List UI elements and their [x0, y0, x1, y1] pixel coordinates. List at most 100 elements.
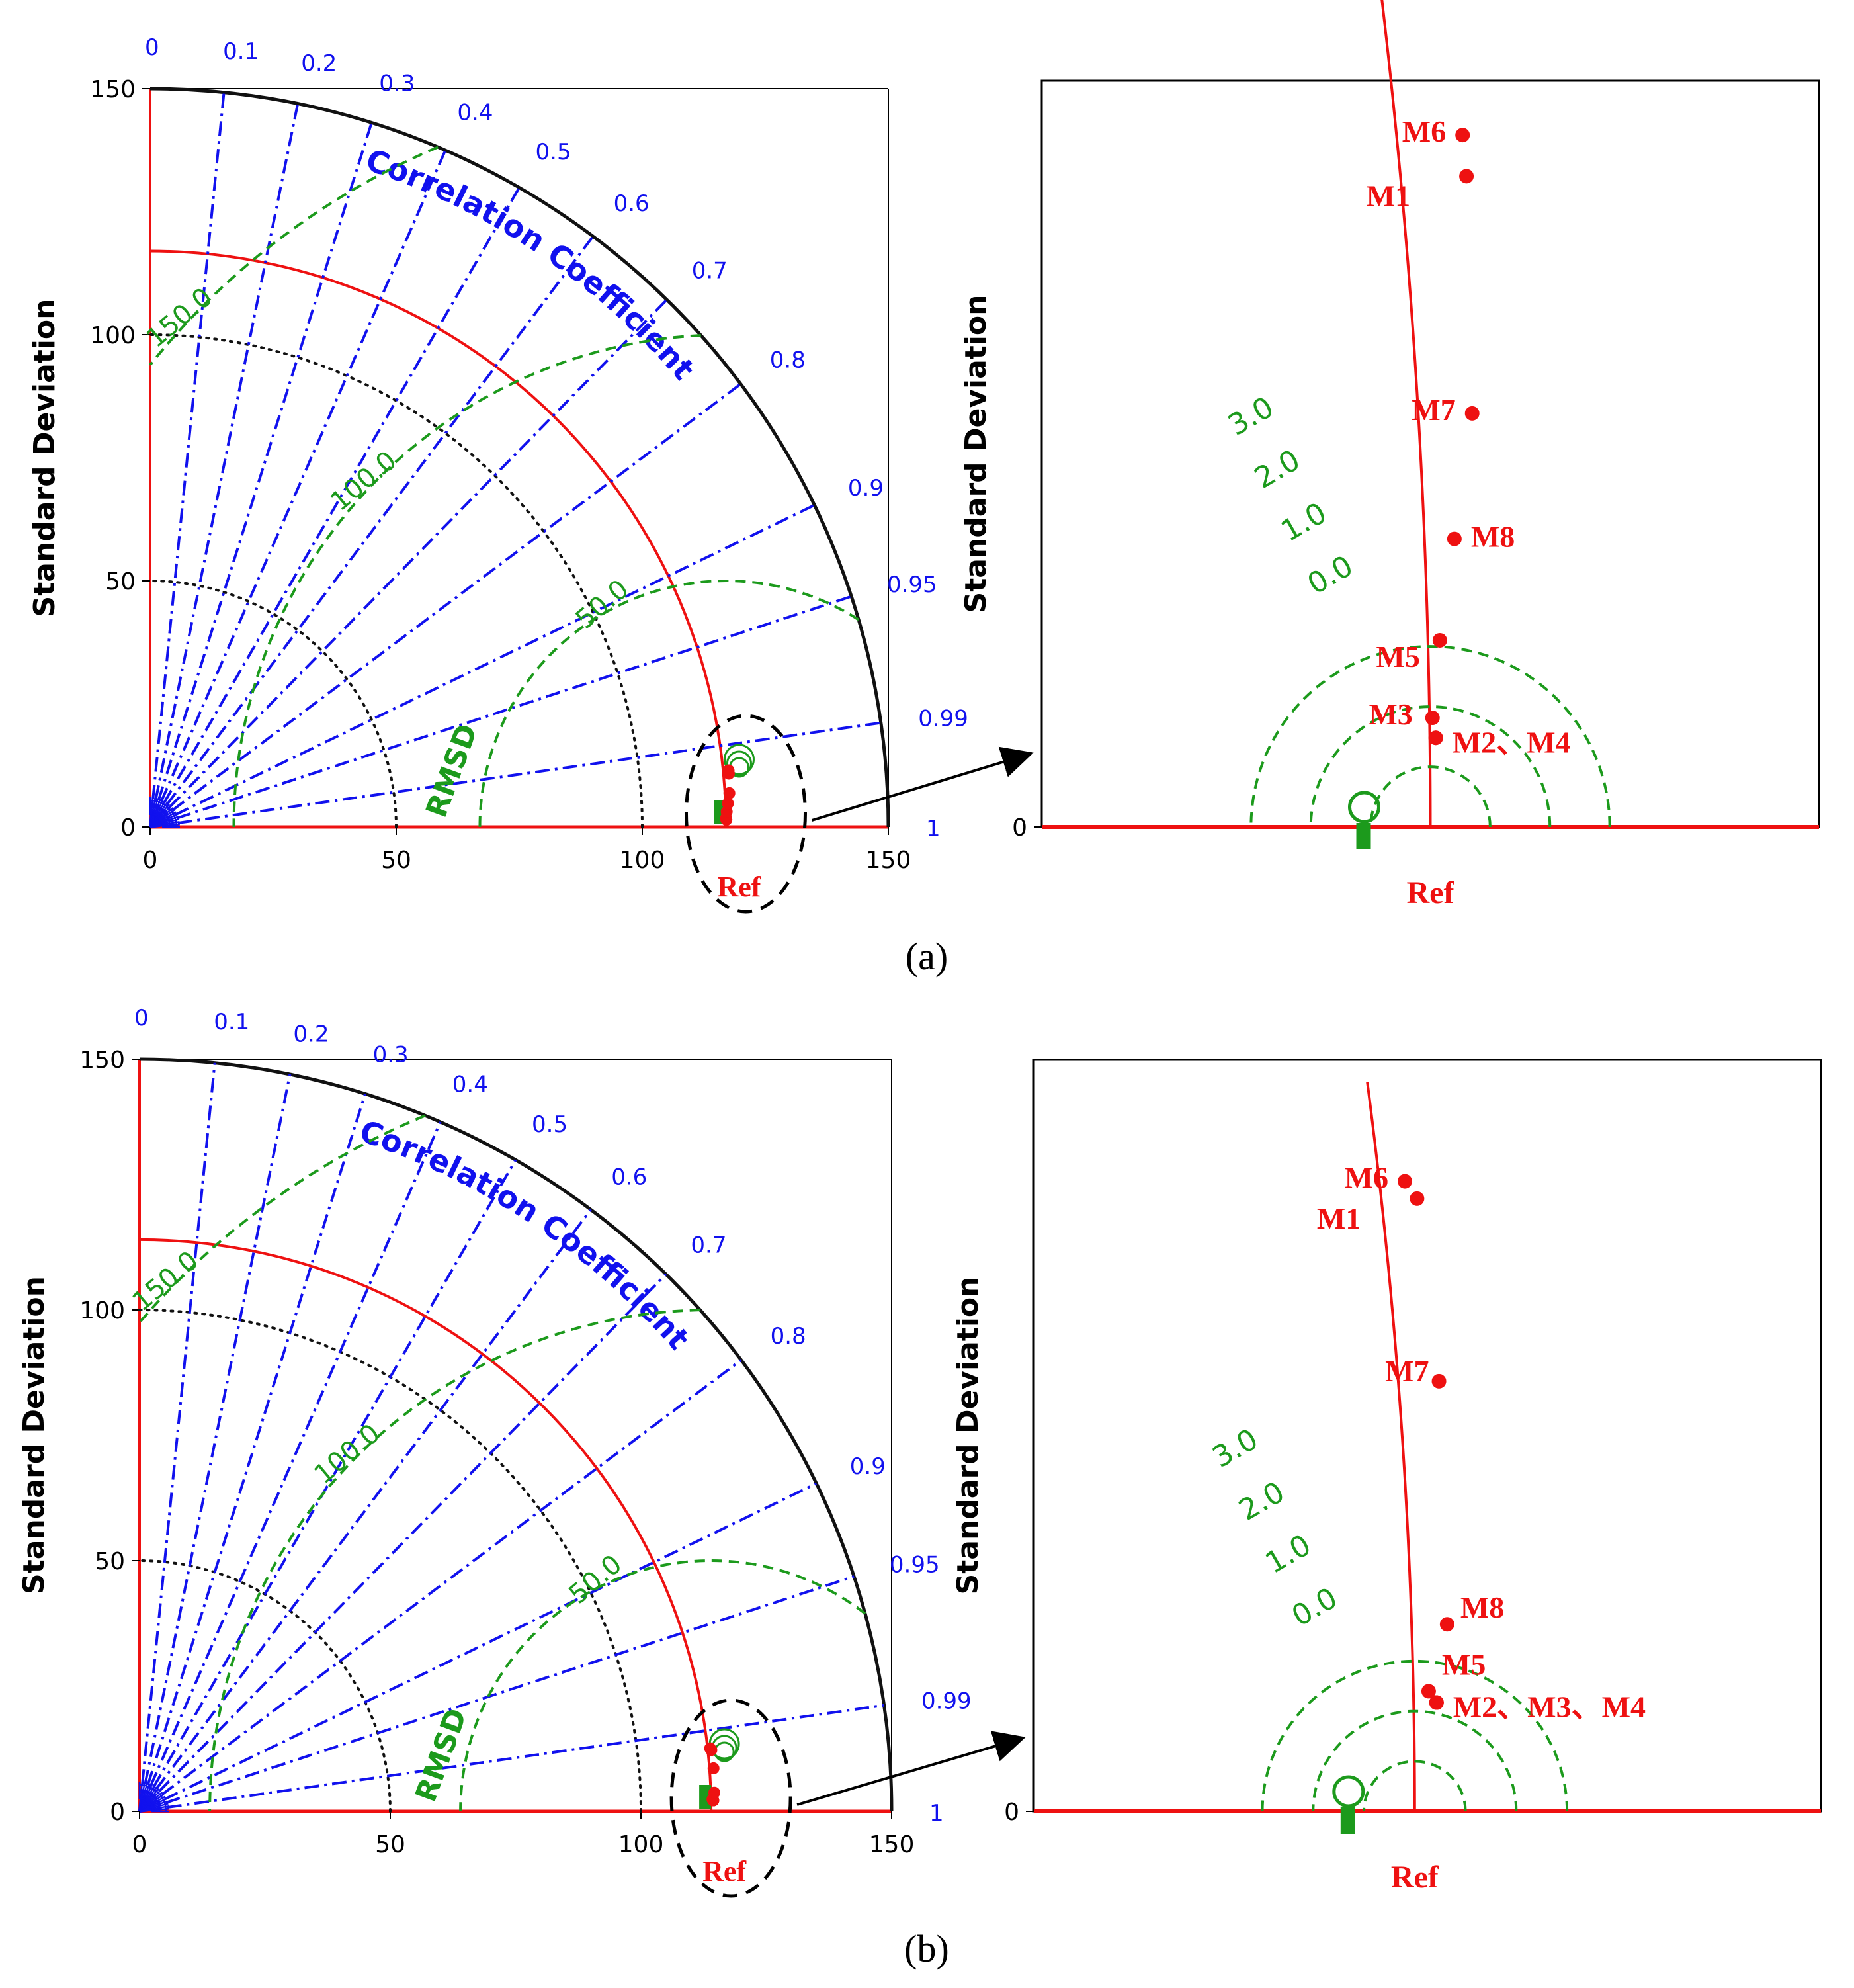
correlation-ray — [139, 1575, 855, 1813]
zoom-panel: Standard Deviation 0 Ref 3.02.01.00.0 M6 M1 M7… — [959, 0, 1820, 910]
zoom-rmsd-contour — [1309, 705, 1552, 828]
correlation-tick-label: 0.1 — [214, 1009, 249, 1035]
rmsd-contour — [208, 1309, 700, 1812]
zoom-model-point-m8 — [1439, 1617, 1454, 1632]
zoom-panel: Standard Deviation 0 Ref 3.02.01.00.0 M6 M1 M7… — [951, 1059, 1822, 1895]
correlation-tick-label: 0.2 — [301, 50, 337, 77]
model-point-m6 — [722, 764, 735, 777]
panel-caption: (b) — [904, 1927, 949, 1970]
origin-arc — [149, 812, 165, 828]
correlation-ray — [138, 1159, 517, 1812]
zoom-point-label: M6 — [1402, 114, 1446, 148]
zoom-model-point-m5 — [1432, 632, 1447, 648]
correlation-tick-label: 0.8 — [771, 1323, 806, 1350]
correlation-ray — [149, 721, 882, 828]
x-tick-label: 50 — [375, 1831, 405, 1858]
zoom-rmsd-mini-label — [1340, 1807, 1355, 1834]
zoom-model-point-m6 — [1455, 128, 1470, 143]
correlation-ray — [149, 187, 521, 828]
model-point-m8 — [708, 1786, 720, 1799]
x-tick-label: 150 — [869, 1831, 915, 1858]
reference-std-arc — [149, 249, 728, 828]
correlation-ray — [139, 1482, 818, 1813]
correlation-tick-label: 0 — [134, 1005, 149, 1031]
zoom-y-axis-label: Standard Deviation — [951, 1277, 985, 1595]
correlation-ray — [138, 1209, 592, 1813]
zoom-rmsd-label: 2.0 — [1249, 443, 1306, 496]
correlation-ray — [149, 298, 668, 828]
zoom-rmsd-contour — [1261, 1659, 1569, 1812]
zoom-point-label: M7 — [1412, 393, 1455, 427]
zoom-rmsd-contour — [1312, 1710, 1518, 1812]
model-point-m6 — [704, 1742, 716, 1754]
zoom-ref-label: Ref — [1407, 875, 1455, 910]
zoom-point-label: M1 — [1317, 1201, 1361, 1235]
zoom-point-label: M8 — [1471, 520, 1515, 554]
correlation-tick-label: 0.7 — [692, 258, 728, 284]
zoom-rmsd-label: 3.0 — [1222, 390, 1279, 443]
zoom-arrow — [811, 746, 1034, 822]
correlation-tick-label: 0.9 — [850, 1453, 886, 1480]
correlation-tick-label: 0.5 — [536, 139, 571, 165]
std-dev-arc — [149, 333, 644, 828]
rmsd-contour-label: 50.0 — [570, 574, 635, 634]
correlation-ray — [138, 1359, 742, 1813]
correlation-ray — [138, 1062, 216, 1812]
zoom-point-label: M5 — [1442, 1647, 1486, 1681]
zoom-rmsd-mini-contour — [1332, 1775, 1365, 1808]
ref-label: Ref — [717, 871, 761, 903]
y-axis-label: Standard Deviation — [28, 299, 62, 617]
zoom-rmsd-label: 0.0 — [1286, 1581, 1343, 1633]
zoom-model-point-m4 — [1428, 730, 1443, 746]
zoom-model-point-m5 — [1421, 1684, 1436, 1699]
x-tick-label: 100 — [618, 1831, 664, 1858]
correlation-ray — [149, 382, 742, 828]
zoom-rmsd-label: 1.0 — [1275, 496, 1332, 548]
zoom-reference-std-arc — [1366, 1082, 1416, 1812]
origin-arc — [149, 799, 178, 828]
correlation-tick-label: 0.9 — [848, 475, 884, 501]
x-tick-label: 50 — [381, 847, 411, 874]
rmsd-contour-label: 150.0 — [141, 282, 218, 354]
correlation-tick-label: 0.8 — [770, 347, 806, 373]
std-dev-arc — [138, 1309, 642, 1813]
rmsd-mini-contour — [726, 750, 752, 777]
correlation-ray — [149, 150, 447, 828]
outer-std-arc — [139, 1057, 894, 1812]
std-dev-arc — [138, 1559, 392, 1813]
correlation-tick-label: 0.4 — [452, 1071, 488, 1098]
y-tick-label: 0 — [110, 1799, 125, 1826]
zoom-frame — [1032, 1059, 1822, 1813]
ref-label: Ref — [702, 1855, 747, 1887]
y-tick-label: 50 — [95, 1548, 125, 1575]
zoom-y-tick-label: 0 — [1012, 814, 1027, 842]
taylor-panel-a: 0 50 100 150 0 50 100 150 Standard Deviation 0 0.1… — [28, 0, 1820, 978]
zoom-point-label: M1 — [1367, 179, 1410, 212]
zoom-point-label: M2、M3、M4 — [1453, 1690, 1646, 1724]
zoom-highlight-ellipse — [684, 714, 807, 914]
correlation-tick-label: 0.6 — [611, 1164, 647, 1190]
zoom-point-label: M3 — [1369, 697, 1412, 731]
x-tick-label: 0 — [143, 847, 158, 874]
origin-arc — [149, 806, 171, 828]
rmsd-contour — [138, 1114, 426, 1324]
zoom-model-point-m6 — [1398, 1174, 1413, 1189]
x-tick-label: 0 — [132, 1831, 147, 1858]
rmsd-axis-label: RMSD — [409, 1704, 474, 1807]
zoom-model-point-m1 — [1459, 169, 1474, 184]
zoom-rmsd-mini-contour — [1348, 791, 1380, 824]
correlation-tick-label: 0.2 — [293, 1021, 329, 1047]
correlation-ray — [138, 1273, 667, 1813]
rmsd-contour — [149, 146, 439, 366]
rmsd-axis-label: RMSD — [419, 720, 484, 822]
correlation-tick-label: 0.3 — [373, 1041, 409, 1068]
y-tick-label: 50 — [105, 568, 136, 595]
correlation-axis-label-text: Correlation Coefficient — [355, 1113, 696, 1356]
zoom-ref-label: Ref — [1391, 1860, 1439, 1895]
zoom-point-label: M2、M4 — [1453, 725, 1571, 759]
taylor-panel-b: 0 50 100 150 0 50 100 150 Standard Deviation 0 0.1… — [17, 1005, 1822, 1970]
correlation-ray — [149, 595, 852, 828]
correlation-tick-label: 0.99 — [921, 1688, 972, 1714]
correlation-axis-label: Correlation Coefficient — [362, 142, 702, 386]
